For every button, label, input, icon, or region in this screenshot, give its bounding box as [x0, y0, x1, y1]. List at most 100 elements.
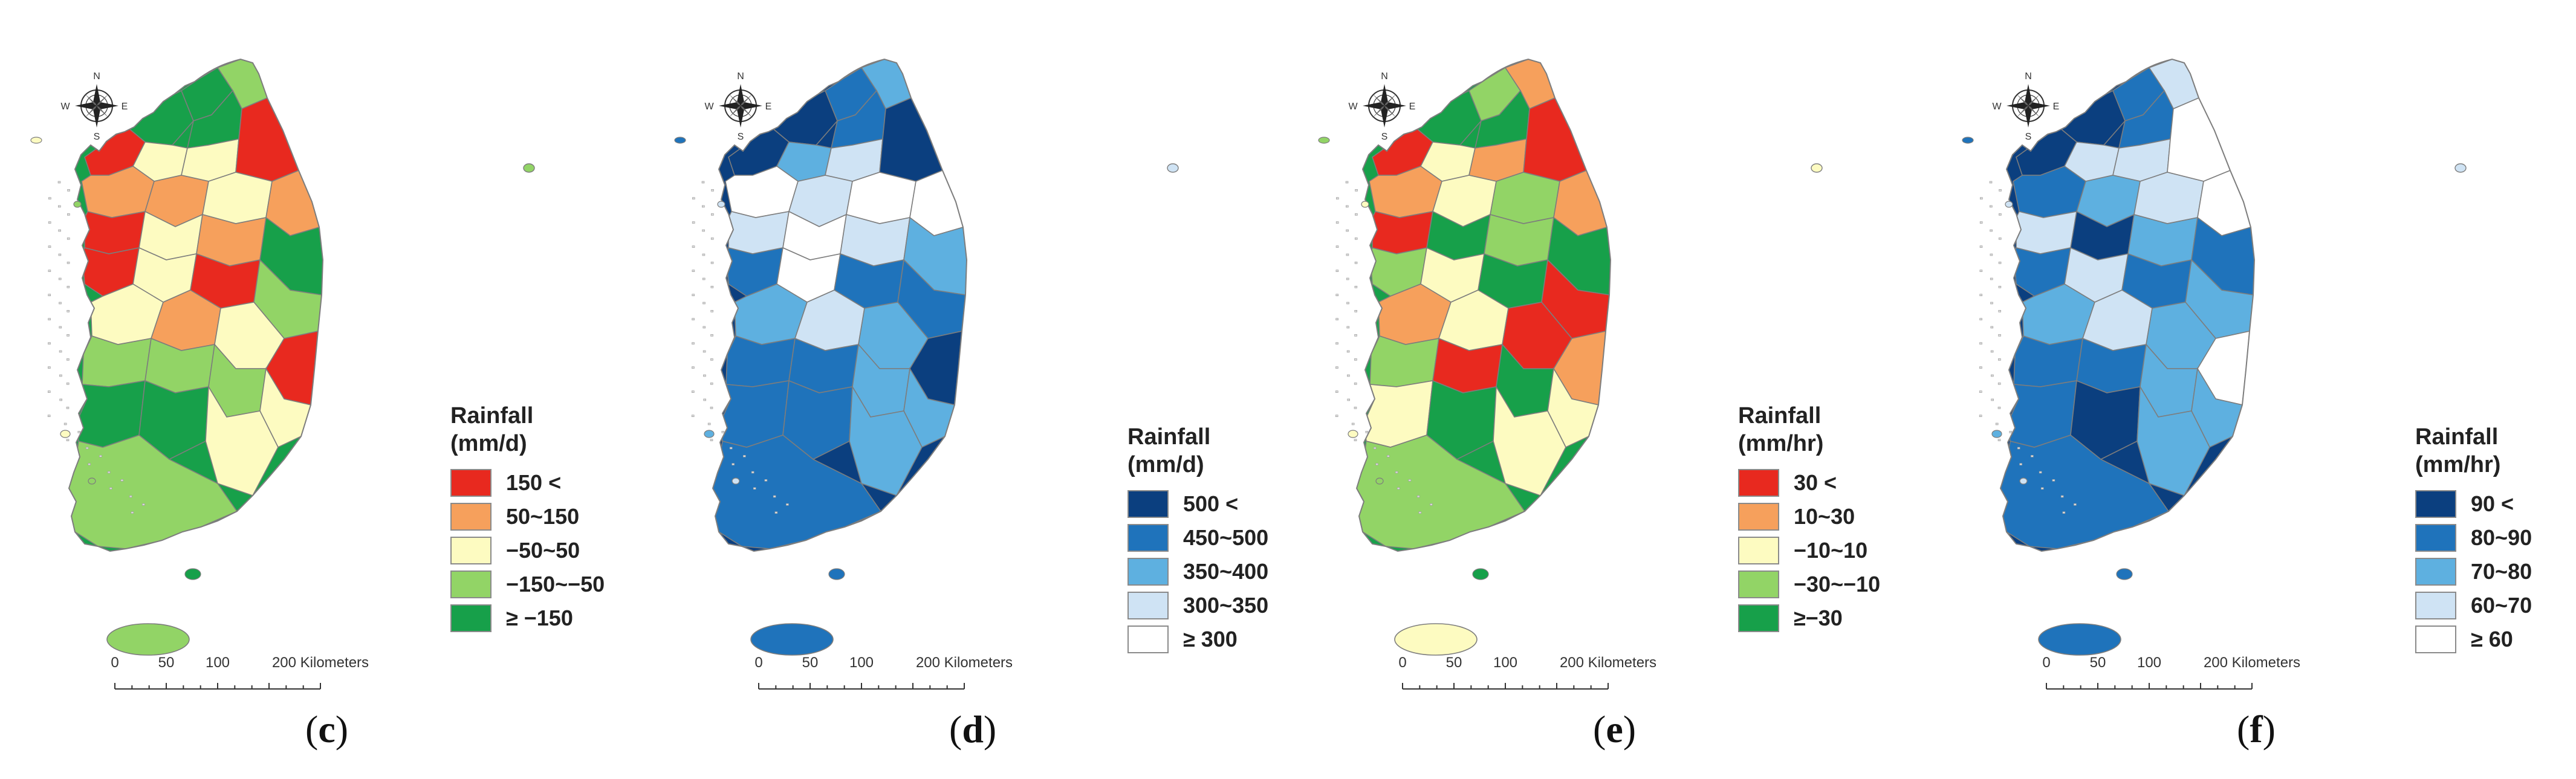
island [2116, 568, 2133, 580]
legend-label: 80~90 [2471, 525, 2532, 550]
coastal-islet [1373, 447, 1377, 450]
district-region [82, 335, 152, 387]
coastal-islet [59, 326, 62, 329]
coastal-islet [753, 487, 756, 490]
coastal-islet [774, 511, 778, 514]
scale-tick-label: 50 [1446, 655, 1462, 671]
legend-swatch [450, 571, 492, 598]
district-region [1369, 335, 1439, 387]
coastal-islet [1335, 270, 1339, 272]
compass-rose-icon: N S E W [704, 71, 771, 142]
legend-label: 300~350 [1183, 593, 1269, 618]
legend-title: Rainfall [1738, 403, 1822, 428]
choropleth-map: N S E W 0 50 100 200 Kilometers [30, 58, 535, 690]
legend: Rainfall (mm/d) 500 < 450~500 350~400 300~350… [1127, 423, 1268, 655]
coastline [1999, 58, 2256, 552]
legend-title: Rainfall [2415, 424, 2499, 450]
coastal-islet [1998, 310, 2002, 312]
coastal-islet [2060, 495, 2064, 498]
legend-item: 350~400 [1127, 556, 1268, 587]
coastal-islet [710, 286, 714, 288]
coastal-islet [1979, 221, 1983, 224]
coastal-islet [732, 463, 735, 465]
coastal-islet [1387, 455, 1390, 457]
district-region [725, 335, 796, 387]
coastal-islet [1397, 487, 1400, 490]
compass-label-n: N [93, 71, 100, 82]
island [717, 201, 725, 208]
scale-bar: 0 50 100 200 Kilometers [111, 655, 369, 690]
legend-swatch [2415, 524, 2456, 552]
legend-swatch [450, 503, 492, 531]
coastal-islet [692, 221, 695, 224]
scale-tick-label: 100 [206, 655, 230, 671]
island [2005, 201, 2013, 208]
coastal-islet [66, 407, 70, 409]
coastal-islet [1335, 245, 1339, 248]
legend-swatch [1738, 469, 1779, 497]
legend-item: ≥ 300 [1127, 624, 1268, 655]
island [88, 477, 96, 485]
legend-item: −30~−10 [1738, 569, 1880, 600]
compass-label-e: E [765, 102, 772, 112]
coastal-islet [1979, 390, 1982, 393]
legend-item: 300~350 [1127, 590, 1268, 621]
compass-label-w: W [704, 102, 714, 112]
coastal-islet [692, 197, 695, 199]
coastal-islet [1997, 439, 2001, 441]
coastal-islet [67, 262, 70, 264]
coastal-islet [1355, 189, 1358, 192]
coastal-islet [1346, 229, 1349, 232]
coastal-islet [1335, 366, 1338, 369]
coastal-islet [48, 294, 51, 296]
panel-letter: c [318, 708, 336, 751]
coastal-islet [692, 318, 695, 320]
coastal-islet [142, 503, 145, 506]
coastal-islet [692, 366, 695, 369]
legend-label: 70~80 [2471, 559, 2532, 584]
legend-units: (mm/hr) [2415, 452, 2501, 477]
legend-units: (mm/hr) [1738, 431, 1824, 456]
compass-label-s: S [1381, 132, 1388, 142]
jeju-island [750, 623, 834, 656]
compass-label-n: N [1381, 71, 1388, 82]
district-region [728, 211, 790, 254]
coastal-islet [2052, 479, 2055, 482]
coastal-islet [1354, 334, 1357, 337]
legend-label: 150 < [506, 470, 562, 495]
coastal-islet [47, 415, 51, 417]
district-region [205, 385, 279, 496]
coastal-islet [77, 431, 81, 433]
coastal-islet [1408, 479, 1412, 482]
district-region [2167, 97, 2231, 182]
coastal-islet [85, 447, 89, 450]
scale-bar: 0 50 100 200 Kilometers [1398, 655, 1656, 690]
compass-label-s: S [2025, 132, 2032, 142]
coastal-islet [1998, 334, 2001, 337]
island [184, 568, 201, 580]
coastal-islet [1346, 302, 1349, 305]
panel-letter: e [1606, 708, 1623, 751]
coastal-islet [692, 342, 695, 344]
coastal-islet [773, 495, 776, 498]
coastal-islet [710, 407, 713, 409]
jeju-island [1394, 623, 1478, 656]
coastal-islet [1999, 213, 2002, 216]
coastal-islet [1375, 463, 1378, 465]
coastal-islet [1990, 277, 1993, 280]
map-panel-d: N S E W 0 50 100 200 Kilometers Rainfall (mm/d) 50… [644, 0, 1288, 779]
coastal-islet [2074, 503, 2077, 506]
coastal-islet [2062, 511, 2066, 514]
compass-label-e: E [2053, 102, 2060, 112]
coastal-islet [1335, 415, 1338, 417]
legend-label: 350~400 [1183, 559, 1269, 584]
coastal-islet [1990, 205, 1993, 208]
coastal-islet [710, 334, 713, 337]
legend-swatch [1127, 558, 1169, 586]
legend: Rainfall (mm/hr) 90 < 80~90 70~80 60~70 ≥ 60 [2415, 423, 2532, 655]
district-region [2016, 211, 2077, 254]
legend-title: Rainfall [1127, 424, 1211, 450]
panel-letter: d [962, 708, 984, 751]
district-region [202, 172, 273, 224]
coastal-islet [1346, 350, 1350, 353]
